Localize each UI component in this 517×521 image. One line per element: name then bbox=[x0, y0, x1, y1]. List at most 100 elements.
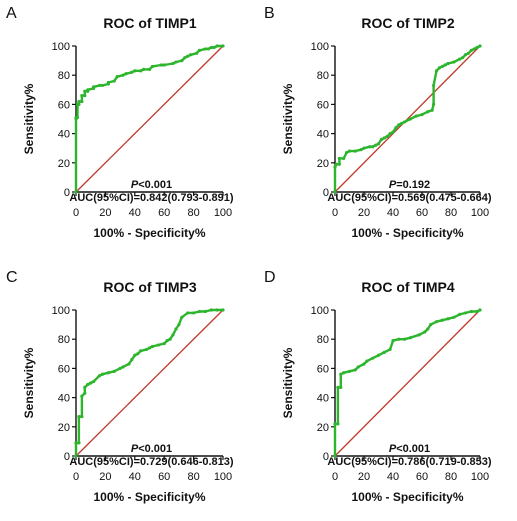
x-tick-label: 0 bbox=[73, 207, 79, 219]
y-tick-label: 60 bbox=[58, 99, 70, 111]
y-tick-label: 80 bbox=[58, 334, 70, 346]
p-value-text: <0.001 bbox=[396, 443, 430, 455]
roc-point bbox=[336, 385, 340, 389]
roc-point bbox=[197, 48, 202, 52]
roc-point bbox=[112, 79, 116, 83]
roc-point bbox=[347, 369, 352, 373]
roc-point bbox=[80, 94, 84, 98]
roc-point bbox=[394, 126, 398, 130]
roc-point bbox=[342, 371, 346, 375]
roc-point bbox=[77, 441, 81, 445]
roc-point bbox=[77, 414, 81, 419]
roc-point bbox=[461, 56, 465, 60]
roc-point bbox=[203, 47, 207, 51]
roc-point bbox=[127, 362, 131, 366]
roc-point bbox=[379, 137, 383, 142]
p-value-text: =0.192 bbox=[396, 179, 430, 191]
roc-point bbox=[359, 148, 363, 152]
x-tick-label: 100 bbox=[471, 471, 489, 483]
roc-point bbox=[80, 394, 84, 398]
y-tick-label: 40 bbox=[317, 393, 329, 405]
roc-point bbox=[339, 385, 343, 389]
roc-point bbox=[414, 114, 418, 118]
roc-point bbox=[124, 72, 128, 76]
x-tick-label: 40 bbox=[129, 207, 141, 219]
x-tick-label: 100 bbox=[471, 207, 489, 219]
roc-point bbox=[106, 371, 110, 375]
y-tick-label: 0 bbox=[64, 451, 70, 463]
panel-label: D bbox=[264, 269, 276, 286]
roc-point bbox=[130, 358, 134, 362]
y-axis-label: Sensitivity% bbox=[281, 347, 295, 418]
x-tick-label: 80 bbox=[187, 207, 199, 219]
roc-point bbox=[144, 347, 149, 352]
x-axis-label: 100% - Specificity% bbox=[351, 490, 463, 504]
x-tick-label: 20 bbox=[358, 471, 370, 483]
roc-point bbox=[385, 134, 389, 139]
auc-annotation: AUC(95%CI)=0.786(0.719-0.853) bbox=[327, 456, 492, 468]
roc-point bbox=[440, 318, 444, 322]
y-tick-label: 100 bbox=[52, 41, 70, 53]
roc-point bbox=[133, 353, 137, 357]
x-tick-label: 100 bbox=[214, 207, 232, 219]
roc-point bbox=[334, 162, 339, 166]
roc-point bbox=[221, 44, 225, 48]
x-tick-label: 60 bbox=[416, 471, 428, 483]
roc-point bbox=[133, 69, 137, 73]
x-tick-label: 20 bbox=[99, 207, 111, 219]
x-tick-label: 40 bbox=[387, 207, 399, 219]
roc-point bbox=[150, 344, 155, 349]
chart-title: ROC of TIMP2 bbox=[361, 15, 455, 31]
roc-point bbox=[89, 381, 93, 385]
p-value-prefix: P bbox=[389, 443, 397, 455]
roc-point bbox=[189, 53, 193, 57]
roc-point bbox=[147, 67, 152, 71]
roc-point bbox=[382, 350, 386, 354]
roc-point bbox=[112, 369, 116, 373]
roc-point bbox=[368, 145, 372, 149]
roc-point bbox=[472, 47, 476, 51]
roc-point bbox=[333, 165, 337, 169]
x-axis-label: 100% - Specificity% bbox=[93, 226, 205, 240]
roc-point bbox=[165, 339, 169, 343]
roc-point bbox=[423, 330, 427, 334]
roc-point bbox=[337, 162, 341, 166]
roc-point bbox=[171, 333, 175, 337]
roc-point bbox=[80, 414, 84, 419]
roc-point bbox=[347, 149, 352, 153]
roc-point bbox=[180, 59, 184, 63]
roc-point bbox=[180, 315, 184, 319]
x-tick-label: 40 bbox=[129, 471, 141, 483]
p-value-text: <0.001 bbox=[138, 443, 172, 455]
y-tick-label: 20 bbox=[317, 158, 329, 170]
roc-point bbox=[194, 51, 199, 55]
roc-point bbox=[426, 327, 430, 331]
auc-annotation: AUC(95%CI)=0.569(0.475-0.664) bbox=[327, 192, 492, 204]
roc-point bbox=[168, 337, 172, 341]
roc-point bbox=[74, 190, 78, 194]
y-tick-label: 20 bbox=[58, 158, 70, 170]
roc-point bbox=[374, 143, 378, 147]
x-tick-label: 60 bbox=[158, 471, 170, 483]
roc-point bbox=[212, 45, 216, 50]
roc-point bbox=[115, 75, 119, 79]
roc-point bbox=[333, 190, 337, 194]
roc-point bbox=[171, 61, 175, 66]
roc-point bbox=[420, 113, 424, 117]
x-axis-label: 100% - Specificity% bbox=[351, 226, 463, 240]
y-tick-label: 100 bbox=[311, 305, 329, 317]
p-value-text: <0.001 bbox=[138, 179, 172, 191]
x-tick-label: 0 bbox=[332, 207, 338, 219]
roc-curve-line bbox=[74, 308, 223, 456]
x-tick-label: 80 bbox=[445, 207, 457, 219]
roc-point bbox=[463, 311, 468, 315]
roc-point bbox=[371, 356, 375, 360]
roc-point bbox=[147, 346, 152, 350]
y-tick-label: 40 bbox=[58, 393, 70, 405]
roc-point bbox=[432, 83, 436, 88]
y-axis-label: Sensitivity% bbox=[22, 347, 36, 418]
roc-point bbox=[118, 366, 122, 370]
roc-point bbox=[434, 69, 439, 73]
roc-point bbox=[92, 379, 96, 384]
roc-point bbox=[77, 102, 81, 106]
